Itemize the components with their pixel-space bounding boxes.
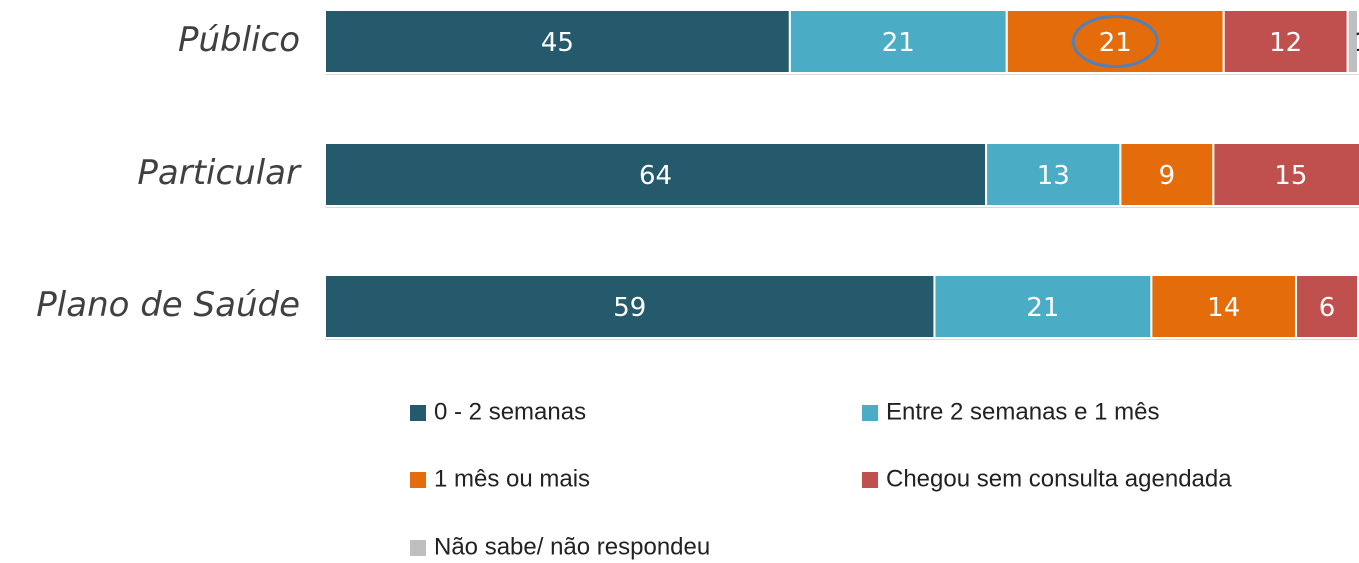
value-label: 9 [1159,161,1176,191]
legend-swatch [862,472,878,488]
category-label: Público [178,20,300,60]
legend-label: 1 mês ou mais [434,465,590,492]
value-label: 21 [1026,293,1059,323]
bar-segment [324,274,936,339]
value-label: 21 [1099,28,1132,58]
legend-label: Entre 2 semanas e 1 mês [886,398,1159,425]
bar-segment [1346,9,1359,74]
legend-swatch [410,405,426,421]
value-label: 6 [1319,293,1336,323]
bar-segment [1119,142,1215,207]
category-label: Plano de Saúde [36,285,300,325]
value-label: 45 [541,28,574,58]
value-label: 1 [1354,28,1359,58]
value-label: 64 [639,161,672,191]
value-label: 14 [1207,293,1240,323]
highlight-circle [1071,15,1159,68]
legend-swatch [410,540,426,556]
legend-label: Não sabe/ não respondeu [434,533,710,560]
legend-swatch [862,405,878,421]
value-label: 12 [1269,28,1302,58]
bar-segment [1295,274,1359,339]
value-label: 59 [613,293,646,323]
bar-segment [788,9,1008,74]
legend-label: Chegou sem consulta agendada [886,465,1232,492]
bar-segment [933,274,1153,339]
category-label: Particular [137,153,302,193]
value-label: 21 [882,28,915,58]
value-label: 13 [1037,161,1070,191]
bar-segment [1212,142,1359,207]
legend-swatch [410,472,426,488]
value-label: 15 [1274,161,1307,191]
bar-segment [324,9,791,74]
legend-label: 0 - 2 semanas [434,398,586,425]
